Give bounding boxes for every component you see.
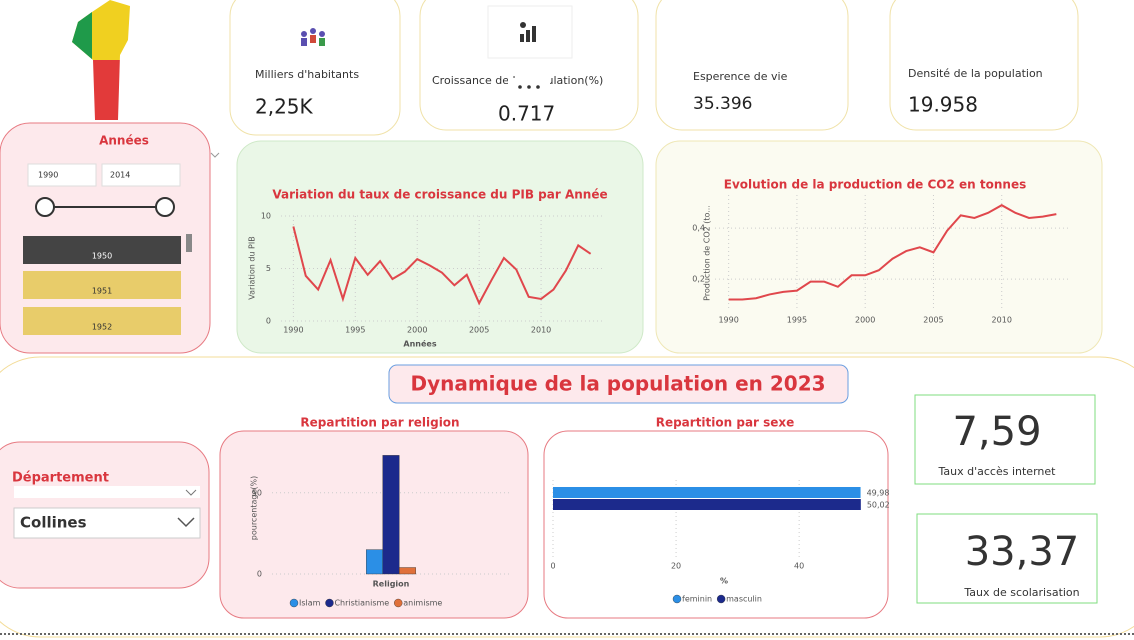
kpi-value: 19.958 xyxy=(908,93,978,117)
x-tick-label: 0 xyxy=(550,562,555,571)
list-item[interactable] xyxy=(23,271,181,299)
chart-title: Repartition par religion xyxy=(300,416,459,430)
list-item[interactable] xyxy=(23,307,181,335)
indicator-label: Taux de scolarisation xyxy=(963,586,1079,599)
range-handle[interactable] xyxy=(155,197,175,217)
y-tick-label: 10 xyxy=(261,212,271,221)
legend-marker xyxy=(672,594,682,604)
x-tick-label: 2010 xyxy=(531,326,551,335)
line xyxy=(728,204,1057,301)
benin-map xyxy=(72,0,130,120)
x-tick-label: 40 xyxy=(794,562,804,571)
value-label: 50,02 xyxy=(867,501,890,510)
legend-label: Islam xyxy=(299,599,321,608)
legend-label: masculin xyxy=(726,595,762,604)
bar xyxy=(553,487,861,498)
people-icon xyxy=(301,28,325,46)
more-options[interactable] xyxy=(508,78,550,94)
dropdown-value: Collines xyxy=(20,514,87,532)
y-tick-label: 5 xyxy=(266,264,271,273)
y-tick-label: 0 xyxy=(257,570,262,579)
y-axis-label: Production de CO2 (to... xyxy=(703,205,712,301)
y-tick-label: 0,4 xyxy=(692,224,705,233)
x-tick-label: 2000 xyxy=(855,316,875,325)
chart-title: Evolution de la production de CO2 en ton… xyxy=(724,178,1027,192)
x-axis-label: Années xyxy=(403,339,436,349)
y-tick-label: 0,2 xyxy=(692,275,705,284)
slicer-title: Années xyxy=(99,134,149,148)
x-tick-label: 1990 xyxy=(283,326,303,335)
slicer-title: Département xyxy=(12,471,109,486)
list-item[interactable] xyxy=(23,236,181,264)
legend-marker xyxy=(716,594,726,604)
indicator-value: 33,37 xyxy=(965,529,1080,575)
y-tick-label: 50 xyxy=(252,488,262,497)
indicator-value: 7,59 xyxy=(952,409,1041,455)
kpi-label: Densité de la population xyxy=(908,67,1043,80)
chart-title: Variation du taux de croissance du PIB p… xyxy=(272,188,607,202)
chevron[interactable] xyxy=(210,152,220,158)
x-tick-label: 1995 xyxy=(345,326,365,335)
bar xyxy=(382,455,400,575)
x-tick-label: 2000 xyxy=(407,326,427,335)
legend-marker xyxy=(394,598,403,608)
kpi-value: 35.396 xyxy=(693,94,752,114)
end-input[interactable] xyxy=(101,163,181,187)
x-tick-label: 2005 xyxy=(469,326,489,335)
scrollbar[interactable] xyxy=(186,234,192,252)
value-label: 49,98 xyxy=(867,489,890,498)
range-handle[interactable] xyxy=(35,197,55,217)
list-item-label: 1951 xyxy=(92,287,112,296)
legend-label: animisme xyxy=(403,599,442,608)
start-value: 1990 xyxy=(38,171,58,180)
legend-marker xyxy=(289,598,299,608)
kpi-label: Milliers d'habitants xyxy=(255,68,359,81)
bar xyxy=(399,567,416,575)
x-axis-label: % xyxy=(720,577,728,586)
section-title: Dynamique de la population en 2023 xyxy=(410,372,825,396)
dropdown[interactable] xyxy=(13,507,201,539)
bar xyxy=(553,499,861,510)
chart-title: Repartition par sexe xyxy=(656,416,795,430)
y-tick-label: 0 xyxy=(266,317,271,326)
legend-marker xyxy=(325,598,334,608)
growth-icon xyxy=(520,22,536,42)
x-tick-label: 2005 xyxy=(923,316,943,325)
indicator-label: Taux d'accès internet xyxy=(938,465,1057,478)
y-axis-label: Variation du PIB xyxy=(248,236,257,299)
end-value: 2014 xyxy=(110,171,130,180)
x-tick-label: 1995 xyxy=(787,316,807,325)
kpi-label: Esperence de vie xyxy=(693,70,788,83)
bar xyxy=(366,549,383,575)
list-item-label: 1952 xyxy=(92,323,112,332)
x-tick-label: Religion xyxy=(373,580,410,589)
dropdown[interactable] xyxy=(14,486,200,498)
legend-label: feminin xyxy=(682,595,712,604)
start-input[interactable] xyxy=(27,163,97,187)
x-tick-label: 20 xyxy=(671,562,681,571)
x-tick-label: 1990 xyxy=(718,316,738,325)
list-item-label: 1950 xyxy=(92,252,112,261)
kpi-value: 2,25K xyxy=(255,95,314,119)
y-axis-label: pourcentage(%) xyxy=(250,476,259,540)
section-title-box xyxy=(388,364,849,404)
kpi-value: 0.717 xyxy=(498,102,555,126)
legend-label: Christianisme xyxy=(334,599,389,608)
x-tick-label: 2010 xyxy=(992,316,1012,325)
line xyxy=(292,226,592,306)
